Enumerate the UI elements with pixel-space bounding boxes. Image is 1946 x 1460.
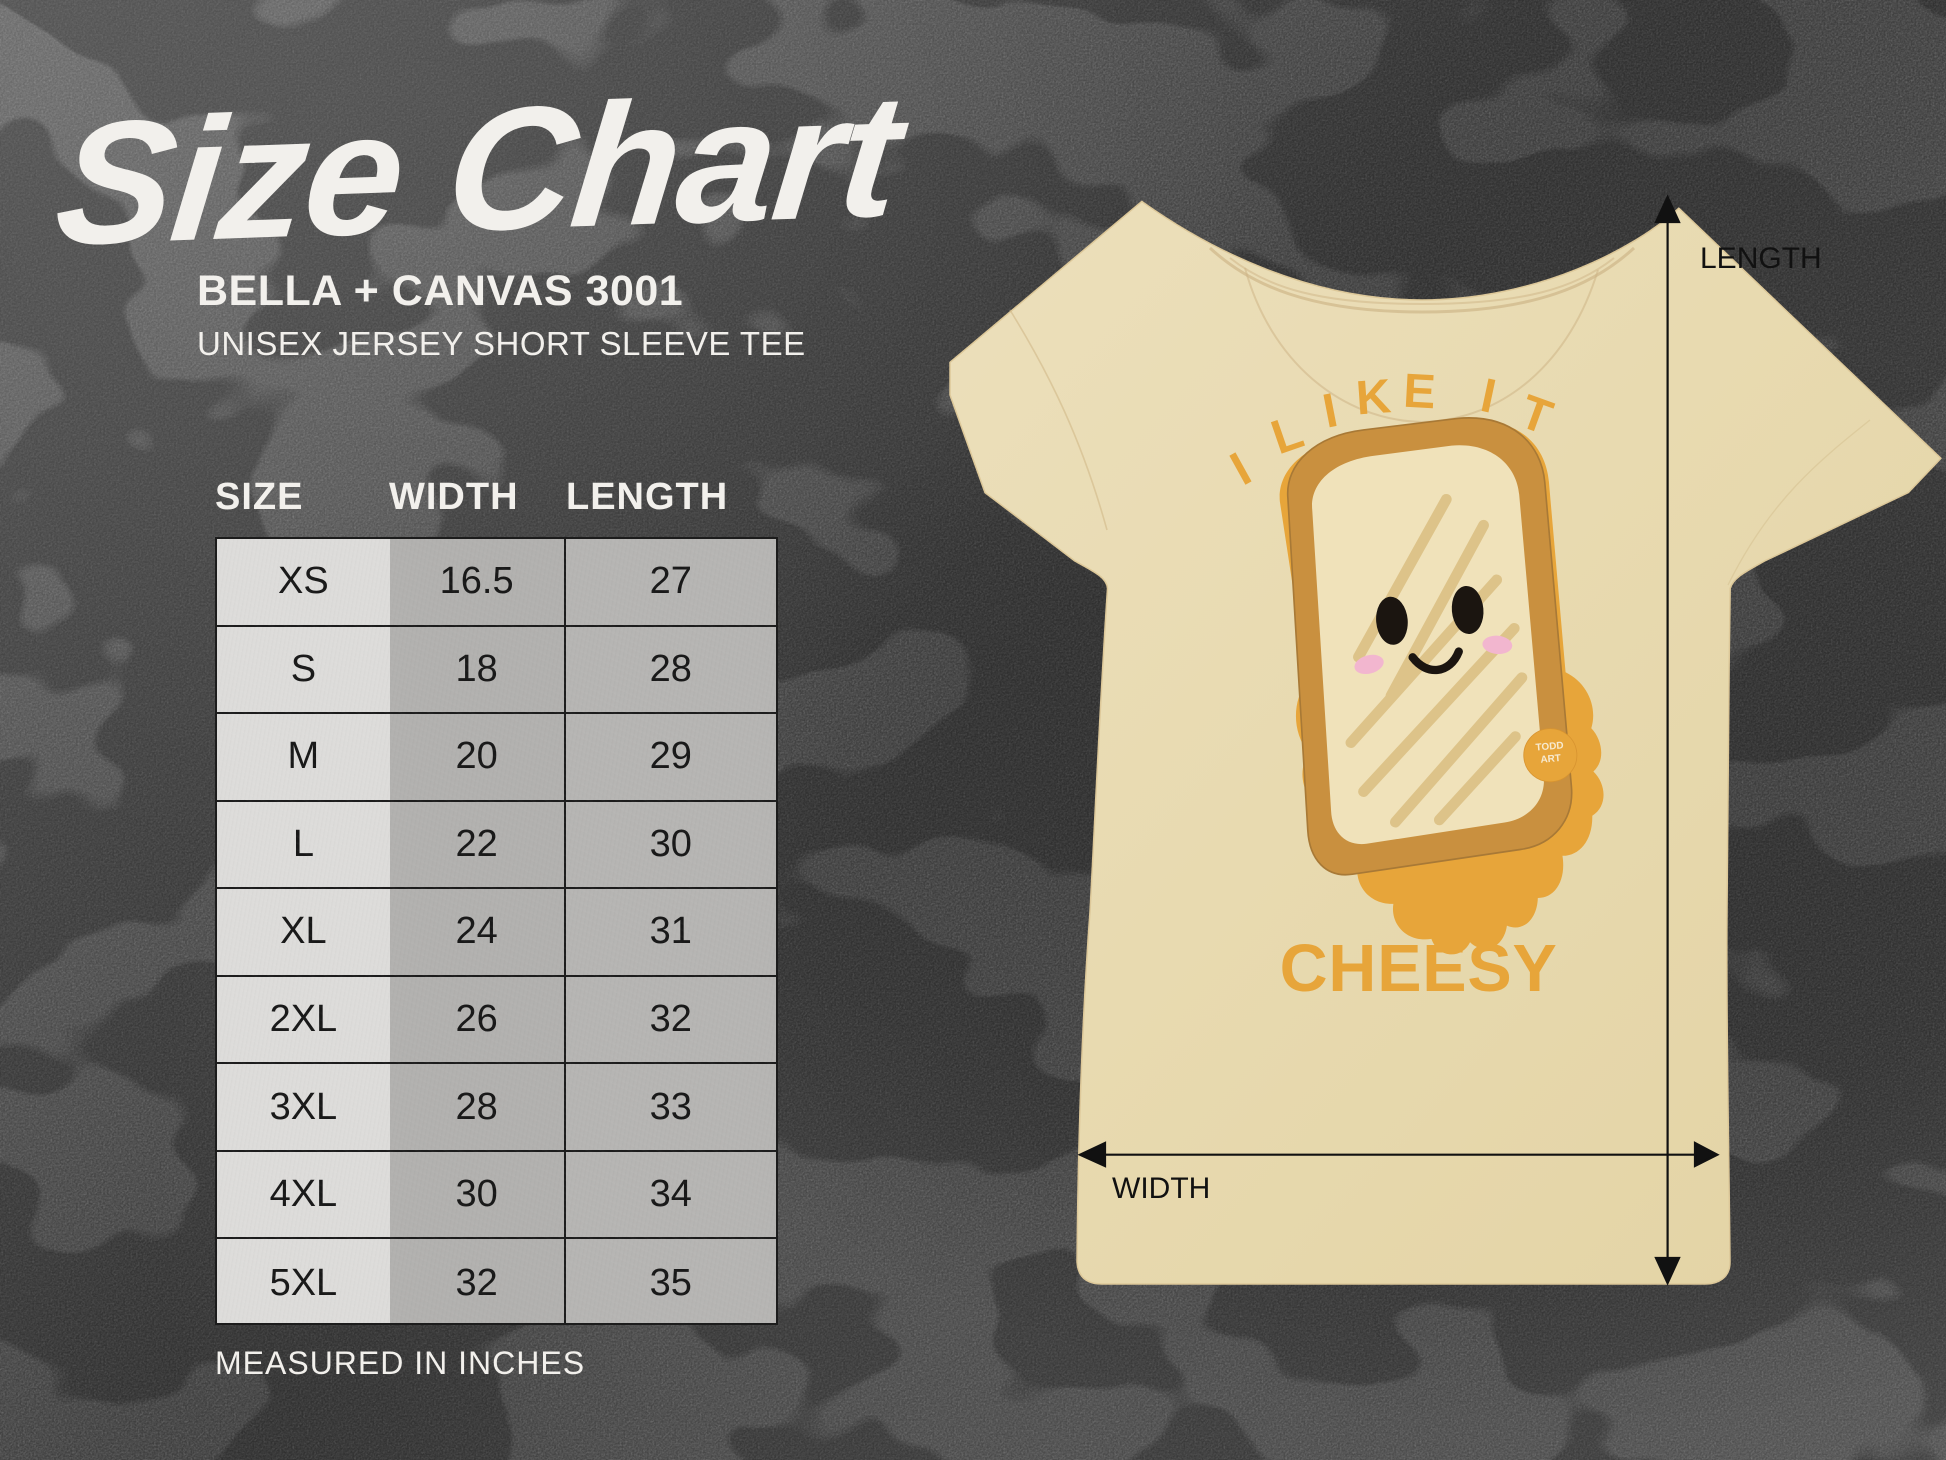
svg-text:K: K	[1354, 369, 1393, 425]
svg-text:LENGTH: LENGTH	[1700, 242, 1822, 275]
svg-text:ART: ART	[1540, 753, 1561, 766]
svg-text:CHEESY: CHEESY	[1280, 932, 1558, 1006]
svg-text:WIDTH: WIDTH	[1112, 1172, 1210, 1205]
svg-text:E: E	[1402, 364, 1437, 420]
